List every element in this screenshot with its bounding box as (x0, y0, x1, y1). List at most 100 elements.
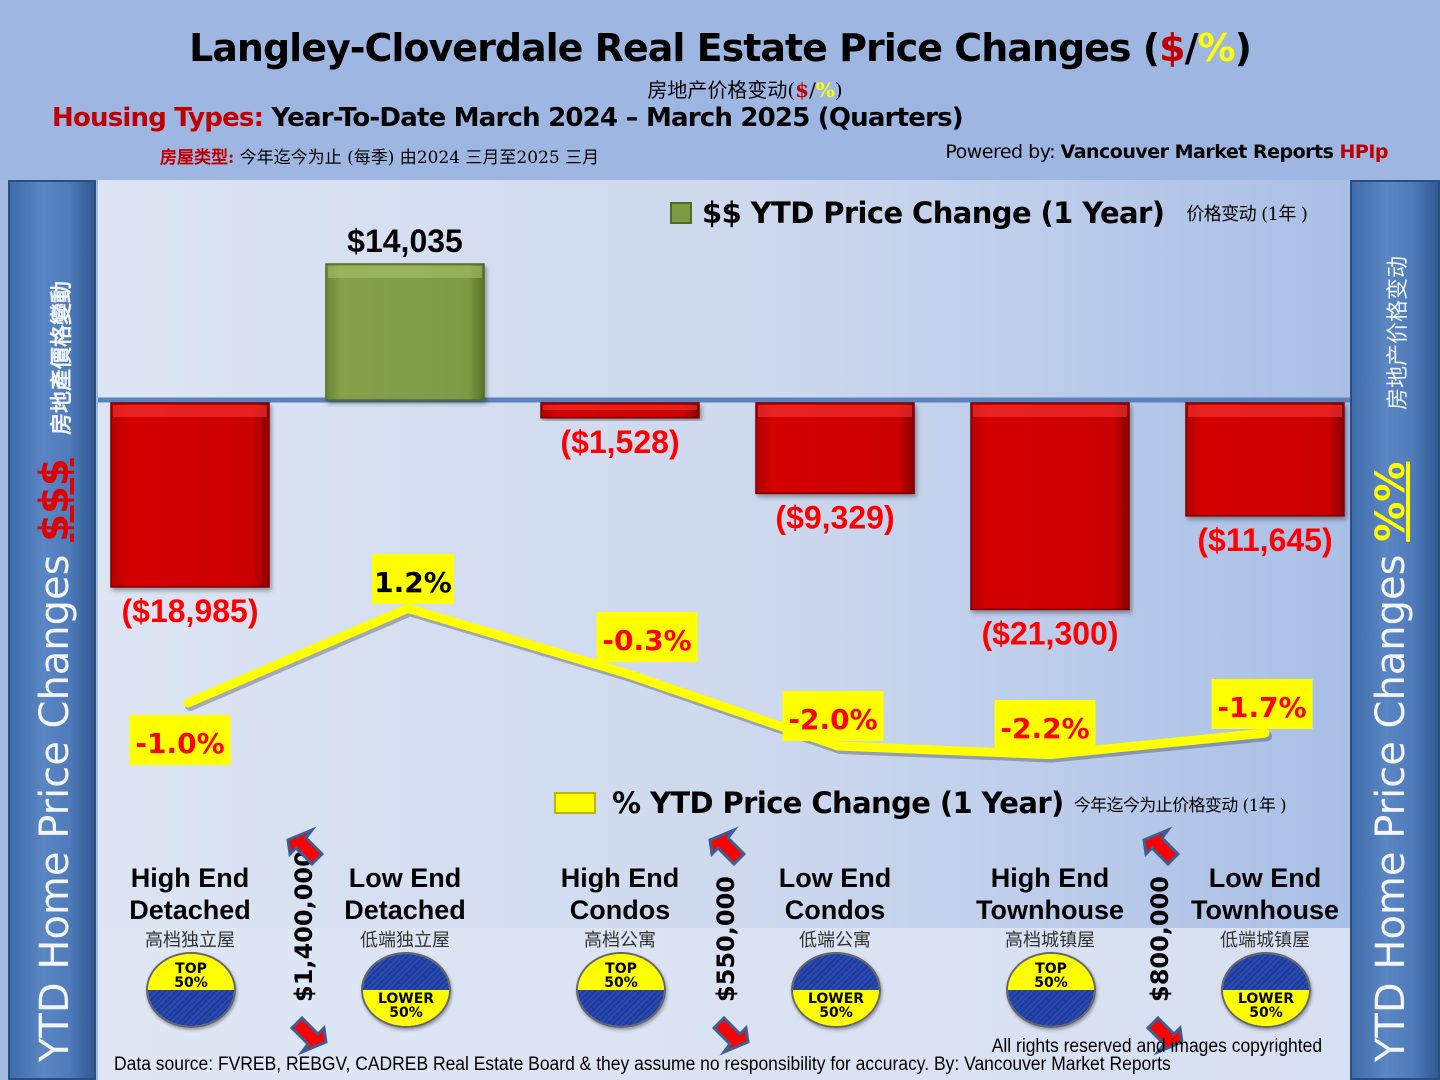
category-line1: Low End (778, 863, 892, 893)
percent-line (183, 603, 1270, 760)
bar-value-label: ($11,645) (1197, 522, 1332, 558)
category-chinese: 高档城镇屋 (1005, 930, 1095, 951)
subtitle-cn-close: ) (834, 78, 843, 102)
percent-label-box (596, 612, 698, 662)
legend-dollar-label: $$ YTD Price Change (1 Year) (702, 196, 1165, 230)
badge-percent: 50% (1034, 975, 1068, 991)
bar-1 (110, 402, 270, 588)
percent-label-box (994, 700, 1096, 750)
bar-value-label: ($18,985) (122, 593, 259, 629)
badge-label: TOP (1035, 961, 1067, 977)
right-side-panel: YTD Home Price Changes %% 房地产价格变动 (1350, 180, 1440, 1080)
legend-percent-cn: 今年迄今为止价格变动 (1年 ) (1073, 795, 1287, 816)
bar-bevel (328, 266, 482, 279)
arrow-up-left-icon (1142, 826, 1181, 867)
badge-label: TOP (175, 961, 207, 977)
copyright-note: All rights reserved and images copyright… (991, 1036, 1322, 1057)
price-divider-arrows (708, 826, 750, 1056)
price-divider-arrows (286, 826, 328, 1056)
badge-percent: 50% (819, 1005, 853, 1021)
percent-value-label: -2.2% (1000, 712, 1089, 745)
legend-dollar: $$ YTD Price Change (1 Year) 价格变动 (1年 ) (670, 196, 1308, 230)
badge-percent: 50% (389, 1005, 423, 1021)
category-line2: Detached (129, 895, 251, 925)
badge-label: LOWER (807, 991, 865, 1007)
percent-label-box (782, 691, 884, 741)
percent-value-label: -2.0% (788, 703, 877, 736)
subtitle-cn-slash: / (809, 78, 816, 102)
percent-value-label: -1.7% (1217, 691, 1306, 724)
category-label: High End Townhouse (950, 862, 1150, 926)
top-50-badge: TOP 50% (146, 952, 236, 1028)
powered-suffix: HPIp (1339, 141, 1389, 163)
category-label: High End Detached (90, 862, 290, 926)
title-text: Langley-Cloverdale Real Estate Price Cha… (189, 26, 1160, 70)
category-line2: Condos (784, 895, 886, 925)
housing-types-chinese: 房屋类型: 今年迄今为止 (每季) 由2024 三月至2025 三月 (160, 143, 599, 168)
badge-percent: 50% (1249, 1005, 1283, 1021)
lower-50-badge: LOWER 50% (1221, 952, 1311, 1028)
lower-50-badge: LOWER 50% (791, 952, 881, 1028)
subtitle-cn-dollar: $ (795, 78, 810, 102)
bar-value-label: ($1,528) (560, 424, 679, 460)
arrow-up-left-icon (708, 826, 747, 867)
left-side-panel: YTD Home Price Changes $$$ 房地產價格變動 (8, 180, 96, 1080)
bar-5 (970, 402, 1130, 611)
percent-label-box (1211, 679, 1313, 729)
arrow-down-right-icon (289, 1015, 328, 1056)
page-title: Langley-Cloverdale Real Estate Price Cha… (0, 26, 1440, 70)
category-line2: Condos (569, 895, 671, 925)
category-line1: Low End (348, 863, 462, 893)
legend-percent: % YTD Price Change (1 Year) 今年迄今为止价格变动 (1… (554, 786, 1287, 820)
bar-6 (1185, 402, 1345, 517)
category-chinese: 高档独立屋 (145, 930, 235, 951)
category-label: High End Condos (520, 862, 720, 926)
data-source-note: Data source: FVREB, REBGV, CADREB Real E… (114, 1054, 1171, 1075)
price-divider-arrows (1142, 826, 1184, 1056)
housing-types-cn-text: 今年迄今为止 (每季) 由2024 三月至2025 三月 (234, 148, 600, 168)
category-line1: High End (990, 863, 1110, 893)
bar-2 (325, 263, 485, 401)
housing-types-cn-label: 房屋类型: (160, 148, 235, 168)
housing-types-text: Year-To-Date March 2024 – March 2025 (Qu… (263, 103, 963, 133)
legend-dollar-swatch (670, 202, 692, 224)
category-chinese: 低端城镇屋 (1220, 930, 1310, 951)
category-line1: High End (130, 863, 250, 893)
category-line2: Townhouse (976, 895, 1124, 925)
bar-bevel (113, 405, 267, 417)
title-slash: / (1184, 26, 1199, 70)
top-50-badge: TOP 50% (576, 952, 666, 1028)
badge-label: TOP (605, 961, 637, 977)
header-band (0, 0, 1440, 180)
legend-percent-swatch (554, 792, 596, 814)
category-line1: High End (560, 863, 680, 893)
arrow-up-left-icon (286, 826, 325, 867)
category-line1: Low End (1208, 863, 1322, 893)
powered-prefix: Powered by: (945, 141, 1061, 163)
badge-label: LOWER (377, 991, 435, 1007)
subtitle-cn-percent: % (815, 78, 835, 102)
badge-percent: 50% (604, 975, 638, 991)
bar-value-label: $14,035 (347, 223, 463, 259)
percent-label-box (372, 554, 454, 604)
arrow-down-right-icon (711, 1015, 750, 1056)
category-line2: Detached (344, 895, 466, 925)
category-line2: Townhouse (1191, 895, 1339, 925)
bar-bevel (758, 405, 912, 417)
top-50-badge: TOP 50% (1006, 952, 1096, 1028)
powered-brand: Vancouver Market Reports (1060, 141, 1340, 163)
category-chinese: 低端独立屋 (360, 930, 450, 951)
badge-percent: 50% (174, 975, 208, 991)
subtitle-cn-text: 房地产价格变动( (647, 78, 796, 102)
arrow-down-right-icon (1145, 1015, 1184, 1056)
legend-dollar-cn: 价格变动 (1年 ) (1186, 204, 1308, 225)
bar-bevel (1188, 405, 1342, 417)
badge-label: LOWER (1237, 991, 1295, 1007)
category-band (98, 928, 1350, 1080)
lower-50-badge: LOWER 50% (361, 952, 451, 1028)
category-chinese: 低端公寓 (799, 930, 871, 951)
percent-label-box (129, 715, 231, 765)
legend-percent-label: % YTD Price Change (1 Year) (612, 786, 1064, 820)
category-chinese: 高档公寓 (584, 930, 656, 951)
housing-types-label: Housing Types: (52, 103, 264, 133)
